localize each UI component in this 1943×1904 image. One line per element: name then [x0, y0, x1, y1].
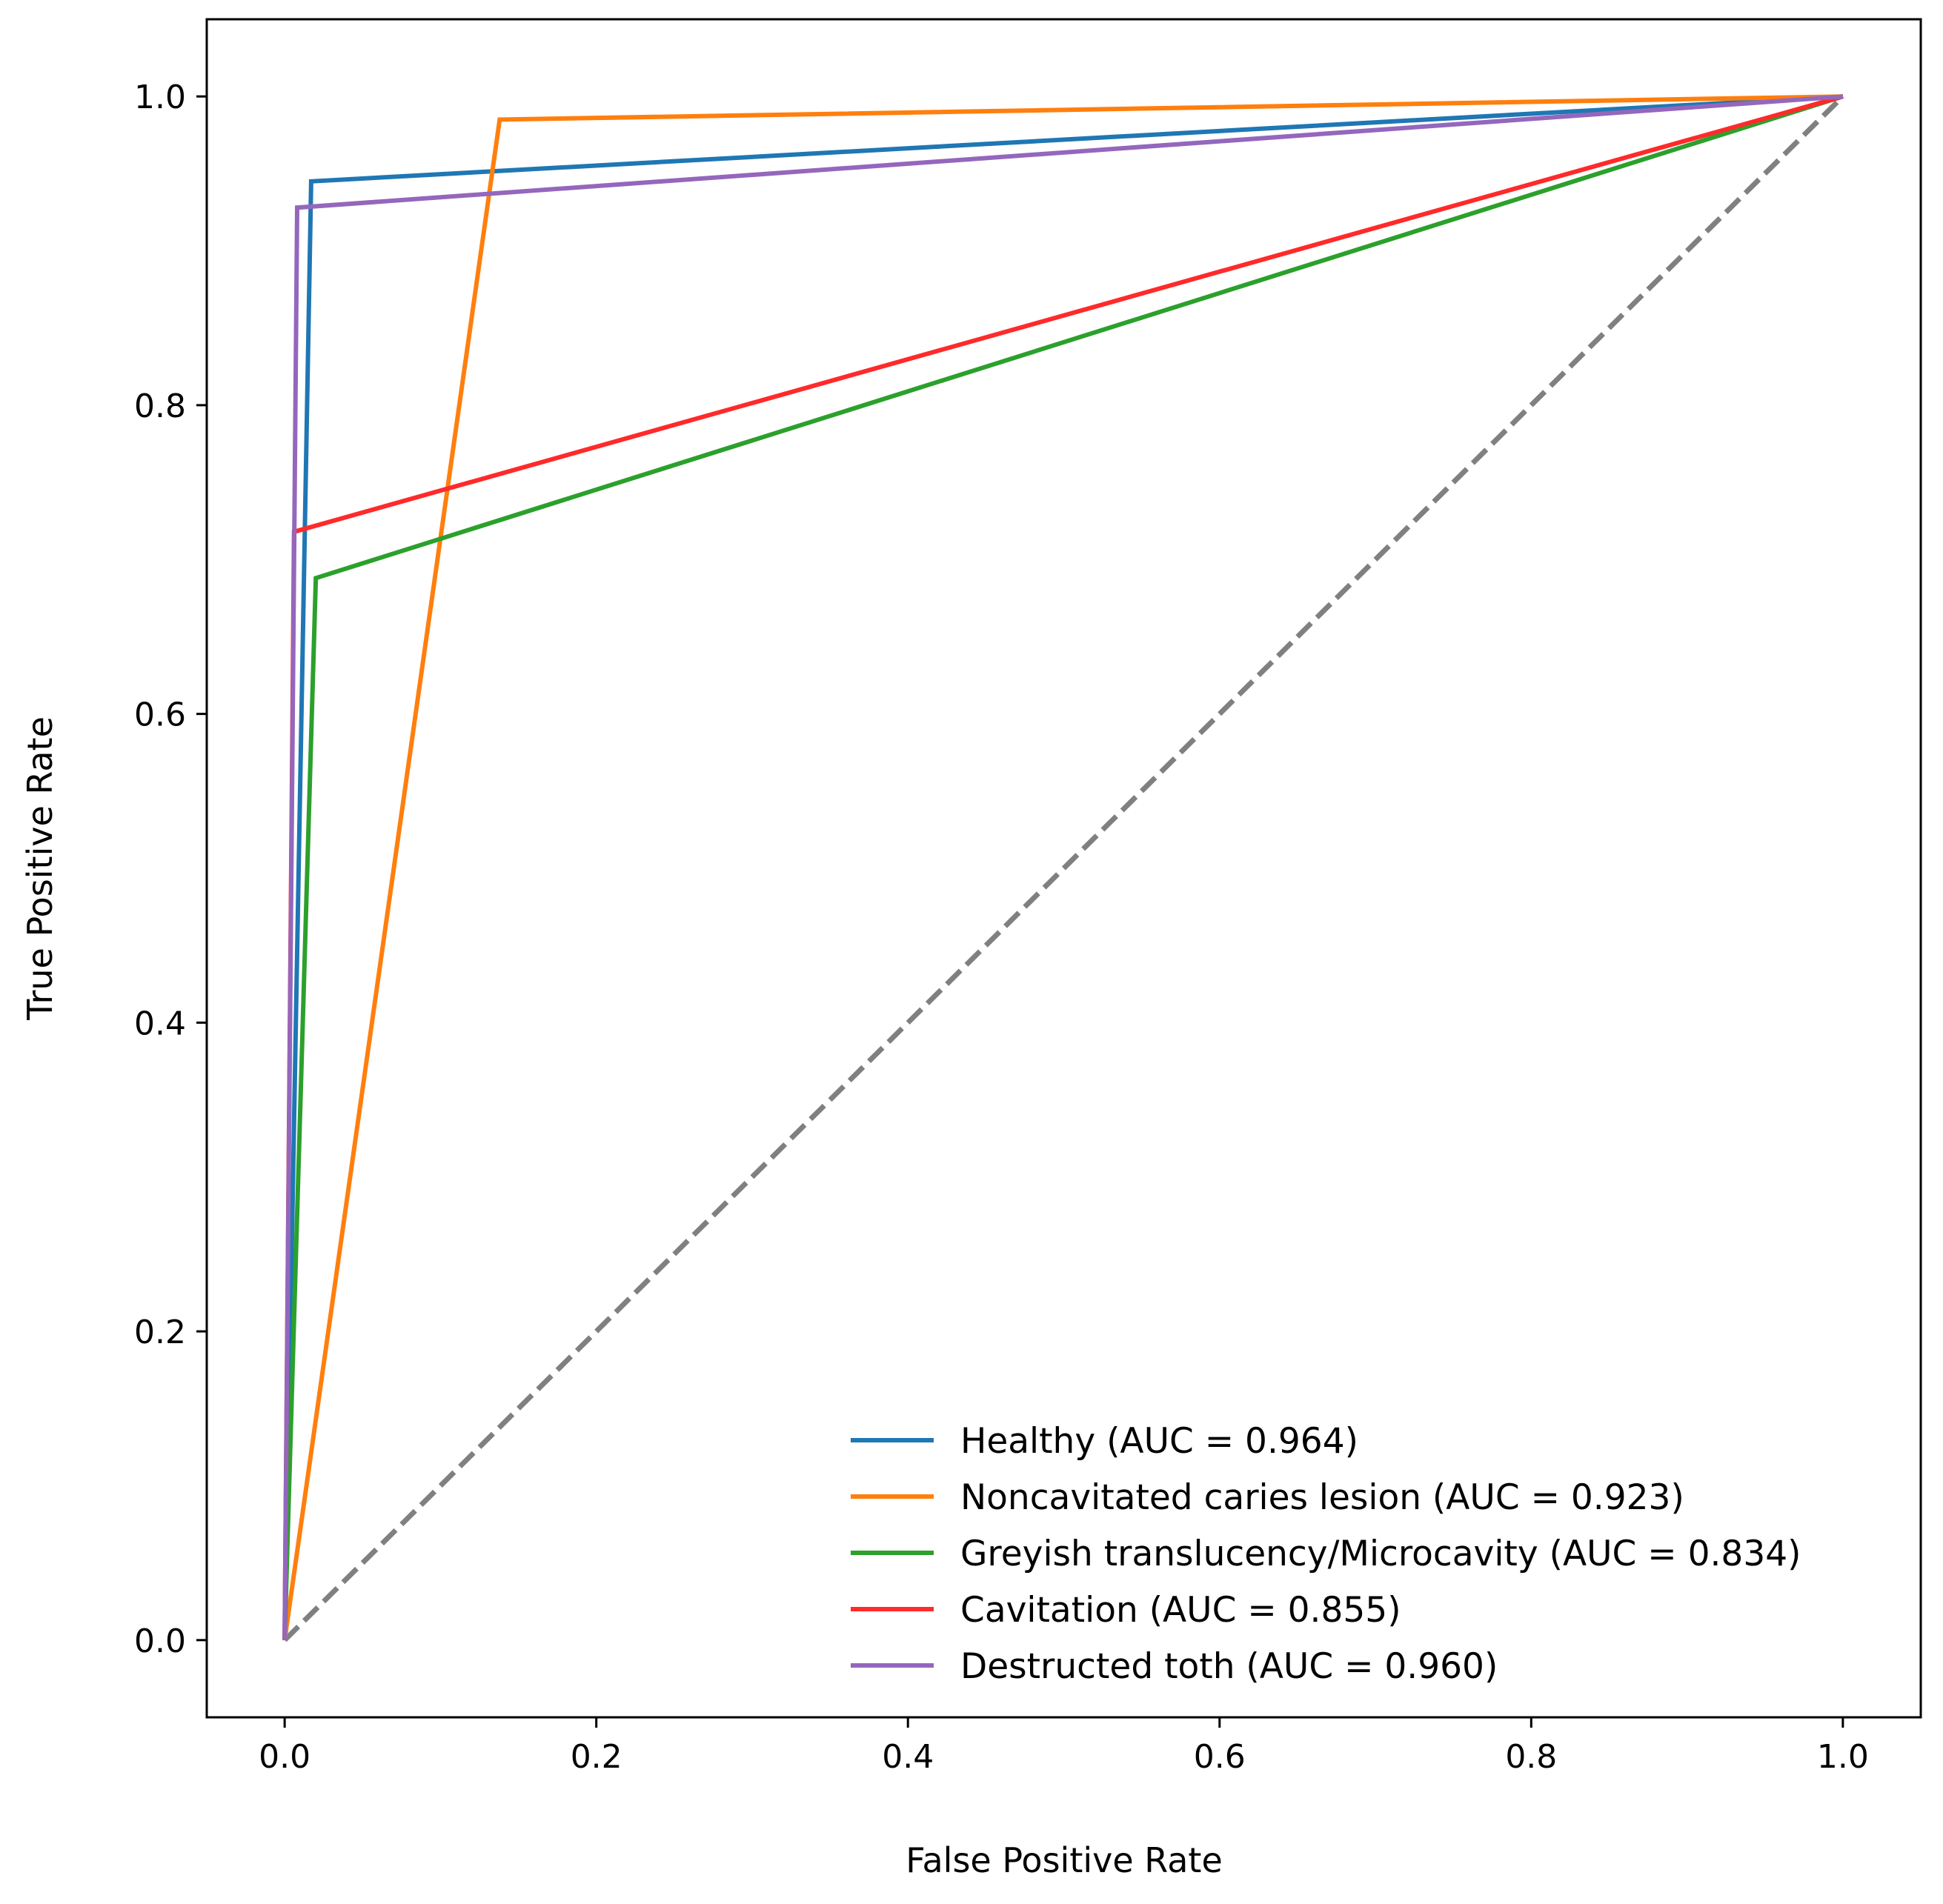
x-tick-label: 1.0	[1817, 1738, 1869, 1776]
x-tick-label: 0.0	[259, 1738, 310, 1776]
series-line-1	[282, 94, 1844, 1640]
x-tick-label: 0.2	[571, 1738, 622, 1776]
x-axis-title: False Positive Rate	[906, 1840, 1223, 1880]
x-tick-label: 0.6	[1194, 1738, 1246, 1776]
legend: Healthy (AUC = 0.964) Noncavitated caries…	[851, 1421, 1801, 1687]
series-line-3	[282, 94, 1844, 1640]
y-tick-label: 0.6	[134, 696, 186, 734]
reference-diagonal-line	[282, 94, 1845, 1642]
series-line-2	[282, 94, 1843, 1641]
x-tick-label: 0.4	[882, 1738, 934, 1776]
legend-label-5: Destructed toth (AUC = 0.960)	[960, 1646, 1498, 1687]
legend-label-2: Noncavitated caries lesion (AUC = 0.923)	[960, 1477, 1684, 1518]
axes: 0.0 0.2 0.4 0.6 0.8 1.0 0.0 0.2 0.4 0.6 0.8 1.0	[134, 18, 1922, 1776]
y-tick-label: 1.0	[134, 79, 186, 116]
legend-label-3: Greyish translucency/Microcavity (AUC = …	[960, 1534, 1801, 1574]
series-line-5	[282, 94, 1844, 1640]
y-tick-label: 0.2	[134, 1314, 186, 1351]
y-axis-title: True Positive Rate	[20, 716, 60, 1021]
legend-label-1: Healthy (AUC = 0.964)	[960, 1421, 1358, 1462]
legend-label-4: Cavitation (AUC = 0.855)	[960, 1590, 1401, 1631]
plot-frame	[205, 18, 1922, 1719]
y-tick-label: 0.0	[134, 1622, 186, 1660]
x-tick-label: 0.8	[1505, 1738, 1557, 1776]
y-tick-label: 0.8	[134, 387, 186, 425]
plot-area	[282, 94, 1845, 1642]
y-tick-label: 0.4	[134, 1005, 186, 1042]
